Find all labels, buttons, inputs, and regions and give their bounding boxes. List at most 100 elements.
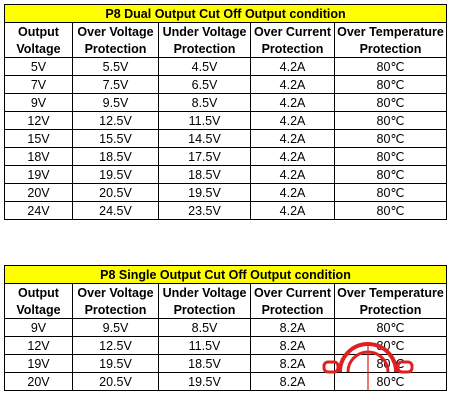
cell-over-current: 8.2A: [250, 318, 335, 337]
single-output-table: P8 Single Output Cut Off Output conditio…: [4, 265, 447, 391]
cell-under-voltage: 18.5V: [158, 354, 251, 373]
cell-under-voltage: 17.5V: [158, 147, 251, 166]
col-header-under-voltage-sub: Protection: [158, 40, 251, 58]
header-row-bottom: Voltage Protection Protection Protection…: [4, 40, 447, 58]
single-table-body: P8 Single Output Cut Off Output conditio…: [4, 265, 447, 391]
cell-output-voltage: 5V: [4, 57, 73, 76]
cell-over-temperature: 80℃: [334, 147, 447, 166]
cell-under-voltage: 19.5V: [158, 372, 251, 391]
col-header-over-current-sub: Protection: [250, 301, 335, 319]
cell-output-voltage: 12V: [4, 336, 73, 355]
cell-under-voltage: 23.5V: [158, 201, 251, 220]
cell-over-current: 4.2A: [250, 75, 335, 94]
col-header-over-voltage-sub: Protection: [72, 40, 159, 58]
cell-over-voltage: 20.5V: [72, 372, 159, 391]
cell-output-voltage: 15V: [4, 129, 73, 148]
col-header-over-voltage-sub: Protection: [72, 301, 159, 319]
dual-table-body: P8 Dual Output Cut Off Output condition …: [4, 4, 447, 220]
col-header-over-temperature: Over Temperature: [334, 283, 447, 301]
cell-over-temperature: 80℃: [334, 57, 447, 76]
col-header-under-voltage: Under Voltage: [158, 283, 251, 301]
cell-output-voltage: 9V: [4, 93, 73, 112]
header-row-top: Output Over Voltage Under Voltage Over C…: [4, 283, 447, 301]
table-title: P8 Single Output Cut Off Output conditio…: [4, 265, 447, 284]
col-header-over-current: Over Current: [250, 22, 335, 40]
table-row: 5V 5.5V 4.5V 4.2A 80℃: [4, 57, 447, 76]
cell-output-voltage: 19V: [4, 165, 73, 184]
cell-over-voltage: 15.5V: [72, 129, 159, 148]
col-header-under-voltage-sub: Protection: [158, 301, 251, 319]
table-row: 20V 20.5V 19.5V 4.2A 80℃: [4, 183, 447, 202]
cell-over-temperature: 80℃: [334, 183, 447, 202]
cell-over-current: 4.2A: [250, 111, 335, 130]
table-row: 20V 20.5V 19.5V 8.2A 80℃: [4, 372, 447, 391]
cell-output-voltage: 7V: [4, 75, 73, 94]
col-header-over-temperature: Over Temperature: [334, 22, 447, 40]
cell-output-voltage: 20V: [4, 183, 73, 202]
col-header-over-temperature-sub: Protection: [334, 301, 447, 319]
cell-over-voltage: 19.5V: [72, 165, 159, 184]
cell-over-temperature: 80℃: [334, 129, 447, 148]
cell-over-voltage: 20.5V: [72, 183, 159, 202]
col-header-over-temperature-sub: Protection: [334, 40, 447, 58]
col-header-over-current-sub: Protection: [250, 40, 335, 58]
cell-over-temperature: 80℃: [334, 354, 447, 373]
table-row: 19V 19.5V 18.5V 8.2A 80℃: [4, 354, 447, 373]
dual-output-table: P8 Dual Output Cut Off Output condition …: [4, 4, 447, 220]
cell-over-current: 4.2A: [250, 183, 335, 202]
cell-over-temperature: 80℃: [334, 201, 447, 220]
cell-over-current: 8.2A: [250, 336, 335, 355]
cell-over-voltage: 9.5V: [72, 318, 159, 337]
cell-over-current: 4.2A: [250, 165, 335, 184]
cell-over-voltage: 18.5V: [72, 147, 159, 166]
cell-output-voltage: 18V: [4, 147, 73, 166]
cell-over-voltage: 24.5V: [72, 201, 159, 220]
cell-over-voltage: 12.5V: [72, 336, 159, 355]
cell-over-voltage: 19.5V: [72, 354, 159, 373]
cell-output-voltage: 24V: [4, 201, 73, 220]
table-row: 9V 9.5V 8.5V 8.2A 80℃: [4, 318, 447, 337]
cell-under-voltage: 8.5V: [158, 318, 251, 337]
table-row: 12V 12.5V 11.5V 8.2A 80℃: [4, 336, 447, 355]
cell-output-voltage: 9V: [4, 318, 73, 337]
cell-output-voltage: 20V: [4, 372, 73, 391]
cell-over-temperature: 80℃: [334, 336, 447, 355]
cell-over-current: 4.2A: [250, 147, 335, 166]
cell-under-voltage: 11.5V: [158, 111, 251, 130]
cell-output-voltage: 19V: [4, 354, 73, 373]
col-header-over-voltage: Over Voltage: [72, 283, 159, 301]
cell-over-temperature: 80℃: [334, 372, 447, 391]
cell-over-current: 8.2A: [250, 354, 335, 373]
cell-under-voltage: 18.5V: [158, 165, 251, 184]
cell-over-current: 8.2A: [250, 372, 335, 391]
cell-over-current: 4.2A: [250, 57, 335, 76]
cell-over-temperature: 80℃: [334, 318, 447, 337]
cell-under-voltage: 14.5V: [158, 129, 251, 148]
table-row: 19V 19.5V 18.5V 4.2A 80℃: [4, 165, 447, 184]
cell-over-voltage: 12.5V: [72, 111, 159, 130]
cell-over-temperature: 80℃: [334, 75, 447, 94]
table-row: 7V 7.5V 6.5V 4.2A 80℃: [4, 75, 447, 94]
cell-over-current: 4.2A: [250, 93, 335, 112]
cell-over-current: 4.2A: [250, 201, 335, 220]
col-header-under-voltage: Under Voltage: [158, 22, 251, 40]
cell-under-voltage: 4.5V: [158, 57, 251, 76]
cell-over-voltage: 5.5V: [72, 57, 159, 76]
col-header-output-sub: Voltage: [4, 40, 73, 58]
col-header-output: Output: [4, 22, 73, 40]
cell-over-temperature: 80℃: [334, 111, 447, 130]
col-header-over-current: Over Current: [250, 283, 335, 301]
table-title: P8 Dual Output Cut Off Output condition: [4, 4, 447, 23]
table-row: 15V 15.5V 14.5V 4.2A 80℃: [4, 129, 447, 148]
cell-over-voltage: 9.5V: [72, 93, 159, 112]
cell-over-temperature: 80℃: [334, 93, 447, 112]
cell-over-temperature: 80℃: [334, 165, 447, 184]
col-header-output: Output: [4, 283, 73, 301]
col-header-output-sub: Voltage: [4, 301, 73, 319]
cell-output-voltage: 12V: [4, 111, 73, 130]
cell-under-voltage: 19.5V: [158, 183, 251, 202]
cell-over-current: 4.2A: [250, 129, 335, 148]
table-row: 12V 12.5V 11.5V 4.2A 80℃: [4, 111, 447, 130]
header-row-bottom: Voltage Protection Protection Protection…: [4, 301, 447, 319]
cell-under-voltage: 11.5V: [158, 336, 251, 355]
